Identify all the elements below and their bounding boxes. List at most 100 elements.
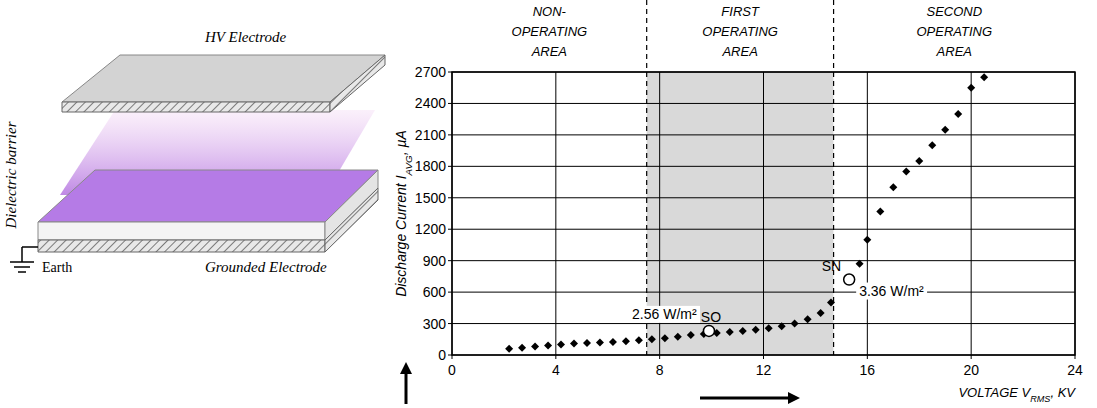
tick xyxy=(867,355,868,359)
dielectric-front xyxy=(38,222,325,240)
data-point xyxy=(739,327,747,335)
grid-line xyxy=(867,72,868,355)
hv-top xyxy=(62,55,385,102)
tick-label: 600 xyxy=(423,284,447,300)
tick-label: 1500 xyxy=(415,190,446,206)
plot-frame xyxy=(452,72,1075,355)
label: Grounded Electrode xyxy=(205,259,327,275)
data-point xyxy=(804,315,812,323)
axis-title-part: Discharge Current I xyxy=(393,175,409,296)
data-point xyxy=(941,126,949,134)
tick xyxy=(448,166,452,167)
tick xyxy=(448,72,452,73)
tick-label: 2400 xyxy=(415,95,446,111)
region-label: SECONDOPERATINGAREA xyxy=(916,4,992,59)
grid-line xyxy=(555,72,556,355)
data-point xyxy=(791,320,799,328)
tick-label: 300 xyxy=(423,316,447,332)
data-point xyxy=(531,343,539,351)
ground-wire xyxy=(22,246,38,248)
tick xyxy=(763,355,764,359)
data-point xyxy=(817,309,825,317)
tick xyxy=(452,355,453,359)
arrow-head xyxy=(400,362,412,374)
tick-label: 8 xyxy=(656,362,664,378)
ground-symbol xyxy=(14,266,30,268)
points xyxy=(505,73,988,352)
tick xyxy=(448,260,452,261)
data-point xyxy=(967,84,975,92)
axis-title-sub: RMS xyxy=(1030,394,1050,404)
data-point xyxy=(778,322,786,330)
tick-label: 16 xyxy=(860,362,876,378)
electrode-diagram: HV ElectrodeDielectric barrierEarthGroun… xyxy=(3,29,385,275)
region-label-line: SECOND xyxy=(926,4,982,19)
data-point xyxy=(902,168,910,176)
arrow xyxy=(700,397,790,400)
operating-point xyxy=(703,325,714,336)
data-point xyxy=(726,328,734,336)
tick-label: 1800 xyxy=(415,158,446,174)
data-point xyxy=(570,339,578,347)
data-point xyxy=(856,260,864,268)
region xyxy=(452,72,647,355)
tick xyxy=(448,292,452,293)
data-point xyxy=(518,344,526,352)
chart: NON-OPERATINGAREAFIRSTOPERATINGAREASECON… xyxy=(393,0,1083,404)
grid-line xyxy=(971,72,972,355)
tick-label: 0 xyxy=(448,362,456,378)
label: Dielectric barrier xyxy=(3,121,19,229)
dielectric-top xyxy=(38,170,378,222)
region-label: NON-OPERATINGAREA xyxy=(512,4,588,59)
data-point xyxy=(583,339,591,347)
data-point xyxy=(596,338,604,346)
data-point xyxy=(752,326,760,334)
tick-label: 0 xyxy=(438,347,446,363)
tick-label: 900 xyxy=(423,253,447,269)
tick xyxy=(971,355,972,359)
tick xyxy=(448,229,452,230)
operating-point xyxy=(844,274,855,285)
tick-label: 1200 xyxy=(415,221,446,237)
data-point xyxy=(557,341,565,349)
data-point xyxy=(674,333,682,341)
region xyxy=(834,72,1075,355)
regions xyxy=(452,72,1075,355)
data-point xyxy=(876,207,884,215)
data-point xyxy=(661,334,669,342)
data-point xyxy=(622,337,630,345)
figure: HV ElectrodeDielectric barrierEarthGroun… xyxy=(0,0,1097,408)
tick xyxy=(659,355,660,359)
region-label-line: OPERATING xyxy=(512,24,588,39)
label: Earth xyxy=(42,260,72,275)
region-label-line: OPERATING xyxy=(702,24,778,39)
power-label: 3.36 W/m² xyxy=(859,283,924,299)
ground-symbol xyxy=(10,261,34,263)
power-label-bg xyxy=(856,283,927,300)
tick xyxy=(1075,355,1076,359)
power-label: 2.56 W/m² xyxy=(632,306,697,322)
tick xyxy=(448,355,452,356)
data-point xyxy=(954,110,962,118)
tick-label: 24 xyxy=(1067,362,1083,378)
ground-electrode-front xyxy=(38,240,325,252)
axis-title-part: , KV xyxy=(1050,385,1076,400)
ground-wire xyxy=(21,247,23,262)
hv-side xyxy=(330,55,385,112)
x-axis-title: VOLTAGE VRMS, KV xyxy=(958,385,1076,404)
tick-label: 2100 xyxy=(415,127,446,143)
region-label-line: NON- xyxy=(533,4,567,19)
region-label-line: AREA xyxy=(936,44,972,59)
arrow-head xyxy=(788,392,800,404)
arrow xyxy=(405,372,408,404)
data-point xyxy=(928,141,936,149)
y-axis-title: Discharge Current IAVG, µA xyxy=(393,130,414,297)
tick-label: 12 xyxy=(756,362,772,378)
ground-electrode-side xyxy=(325,188,378,252)
axis-title-part: , µA xyxy=(393,130,409,155)
tick-label: 2700 xyxy=(415,64,446,80)
region-label-line: AREA xyxy=(721,44,757,59)
region-boundary xyxy=(646,0,647,355)
tick xyxy=(448,323,452,324)
data-point xyxy=(609,338,617,346)
